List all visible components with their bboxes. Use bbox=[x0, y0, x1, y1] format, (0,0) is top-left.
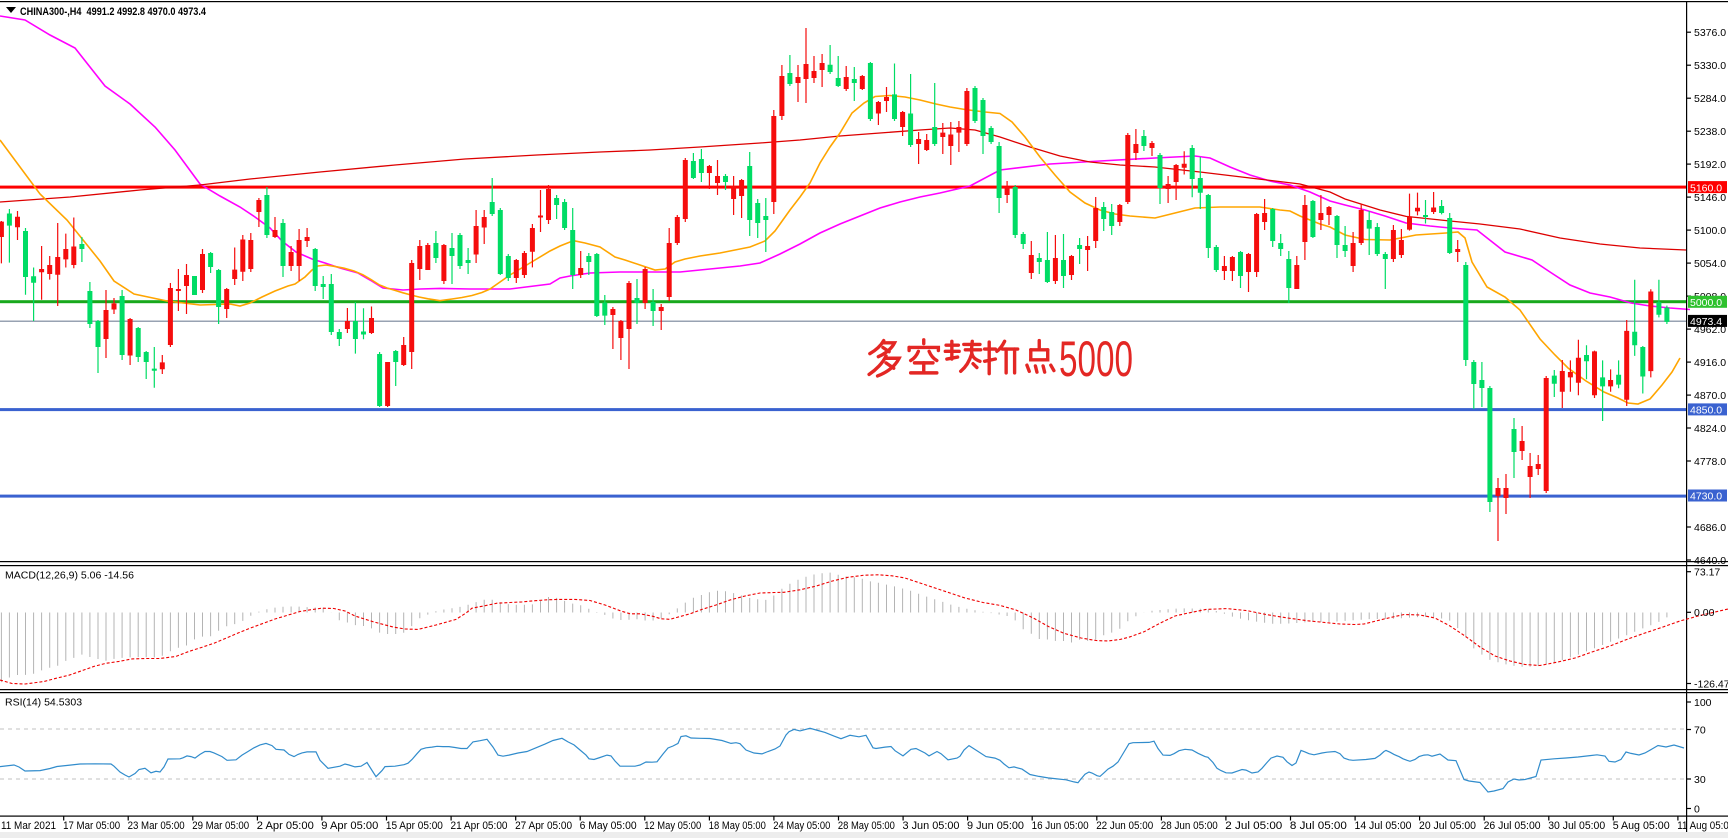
svg-text:4640.0: 4640.0 bbox=[1694, 555, 1726, 567]
svg-text:4870.0: 4870.0 bbox=[1694, 390, 1726, 402]
svg-text:73.17: 73.17 bbox=[1694, 567, 1720, 579]
svg-text:22 Jun 05:00: 22 Jun 05:00 bbox=[1096, 820, 1153, 832]
svg-text:5000.0: 5000.0 bbox=[1690, 297, 1722, 309]
svg-text:20 Jul 05:00: 20 Jul 05:00 bbox=[1419, 820, 1476, 832]
svg-text:5054.0: 5054.0 bbox=[1694, 258, 1726, 270]
svg-text:9 Apr 05:00: 9 Apr 05:00 bbox=[321, 820, 378, 832]
svg-text:0: 0 bbox=[1694, 803, 1700, 815]
svg-text:100: 100 bbox=[1694, 697, 1712, 709]
svg-text:16 Jun 05:00: 16 Jun 05:00 bbox=[1032, 820, 1089, 832]
svg-text:9 Jun 05:00: 9 Jun 05:00 bbox=[967, 820, 1024, 832]
svg-text:21 Apr 05:00: 21 Apr 05:00 bbox=[451, 820, 508, 832]
svg-text:4778.0: 4778.0 bbox=[1694, 456, 1726, 468]
svg-text:12 May 05:00: 12 May 05:00 bbox=[644, 820, 701, 832]
svg-text:11 Mar 2021: 11 Mar 2021 bbox=[1, 820, 56, 832]
svg-text:30: 30 bbox=[1694, 774, 1706, 786]
svg-text:30 Jul 05:00: 30 Jul 05:00 bbox=[1548, 820, 1605, 832]
svg-text:4973.4: 4973.4 bbox=[1690, 316, 1722, 328]
svg-text:4824.0: 4824.0 bbox=[1694, 423, 1726, 435]
svg-text:5160.0: 5160.0 bbox=[1690, 182, 1722, 194]
svg-text:RSI(14) 54.5303: RSI(14) 54.5303 bbox=[5, 697, 82, 709]
svg-text:27 Apr 05:00: 27 Apr 05:00 bbox=[515, 820, 572, 832]
svg-text:17 Mar 05:00: 17 Mar 05:00 bbox=[63, 820, 120, 832]
svg-text:0.00: 0.00 bbox=[1694, 607, 1715, 619]
svg-text:18 May 05:00: 18 May 05:00 bbox=[709, 820, 766, 832]
svg-text:5 Aug 05:00: 5 Aug 05:00 bbox=[1613, 820, 1670, 832]
svg-text:4730.0: 4730.0 bbox=[1690, 491, 1722, 503]
svg-text:MACD(12,26,9) 5.06 -14.56: MACD(12,26,9) 5.06 -14.56 bbox=[5, 570, 134, 582]
svg-text:-126.47: -126.47 bbox=[1694, 678, 1728, 690]
svg-text:8 Jul 05:00: 8 Jul 05:00 bbox=[1290, 820, 1347, 832]
svg-text:23 Mar 05:00: 23 Mar 05:00 bbox=[128, 820, 185, 832]
svg-text:5330.0: 5330.0 bbox=[1694, 60, 1726, 72]
svg-text:28 May 05:00: 28 May 05:00 bbox=[838, 820, 895, 832]
svg-text:15 Apr 05:00: 15 Apr 05:00 bbox=[386, 820, 443, 832]
svg-text:5192.0: 5192.0 bbox=[1694, 159, 1726, 171]
svg-text:29 Mar 05:00: 29 Mar 05:00 bbox=[192, 820, 249, 832]
svg-text:11 Aug 05:00: 11 Aug 05:00 bbox=[1677, 820, 1728, 832]
svg-text:2 Jul 05:00: 2 Jul 05:00 bbox=[1225, 820, 1282, 832]
svg-text:26 Jul 05:00: 26 Jul 05:00 bbox=[1484, 820, 1541, 832]
svg-text:5000: 5000 bbox=[1059, 331, 1133, 387]
svg-text:4686.0: 4686.0 bbox=[1694, 522, 1726, 534]
svg-text:28 Jun 05:00: 28 Jun 05:00 bbox=[1161, 820, 1218, 832]
svg-text:4916.0: 4916.0 bbox=[1694, 357, 1726, 369]
svg-text:70: 70 bbox=[1694, 724, 1706, 736]
svg-text:6 May 05:00: 6 May 05:00 bbox=[580, 820, 637, 832]
svg-text:CHINA300-,H4 4991.2 4992.8 49: CHINA300-,H4 4991.2 4992.8 4970.0 4973.4 bbox=[20, 6, 207, 18]
svg-text:24 May 05:00: 24 May 05:00 bbox=[773, 820, 830, 832]
svg-text:4850.0: 4850.0 bbox=[1690, 405, 1722, 417]
svg-text:5100.0: 5100.0 bbox=[1694, 225, 1726, 237]
svg-text:5238.0: 5238.0 bbox=[1694, 126, 1726, 138]
svg-text:5146.0: 5146.0 bbox=[1694, 192, 1726, 204]
svg-text:3 Jun 05:00: 3 Jun 05:00 bbox=[903, 820, 960, 832]
svg-text:5376.0: 5376.0 bbox=[1694, 27, 1726, 39]
svg-text:14 Jul 05:00: 14 Jul 05:00 bbox=[1355, 820, 1412, 832]
svg-text:2 Apr 05:00: 2 Apr 05:00 bbox=[257, 820, 314, 832]
svg-text:5284.0: 5284.0 bbox=[1694, 93, 1726, 105]
